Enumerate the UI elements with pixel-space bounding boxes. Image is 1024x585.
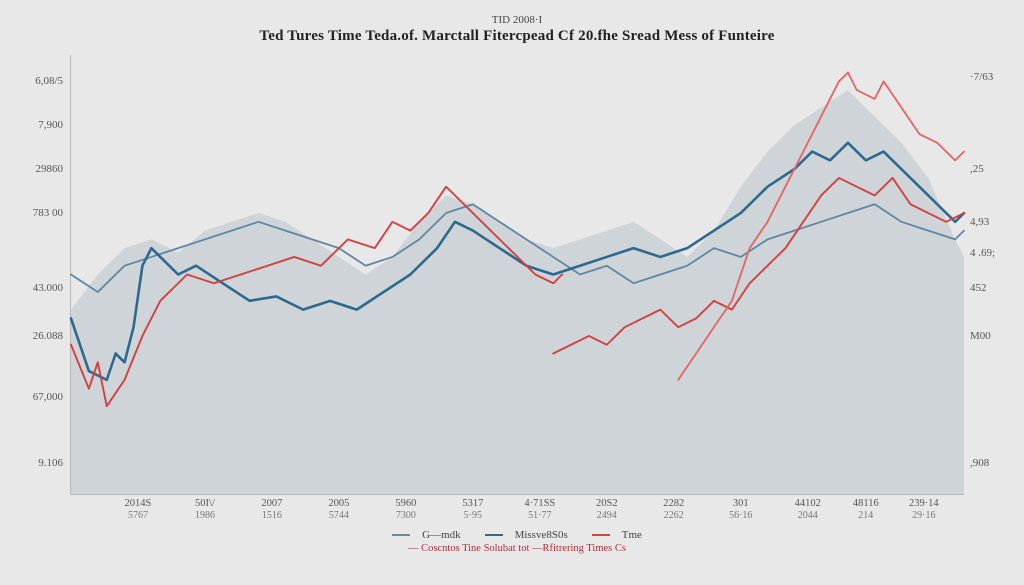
x-tick-top: 2005 [328, 498, 349, 509]
x-tick-top: 301 [733, 498, 749, 509]
legend-swatch [592, 534, 610, 536]
y-left-tick: 7,900 [9, 119, 63, 131]
plot-svg [71, 55, 964, 494]
legend-label: Tme [622, 529, 642, 541]
x-tick-top: 2282 [663, 498, 684, 509]
x-tick-top: 4·71SS [524, 498, 555, 509]
y-left-tick: 29860 [9, 163, 63, 175]
x-tick: 20S22494 [582, 494, 632, 522]
legend-swatch [485, 534, 503, 536]
x-tick: 4·71SS51·77 [515, 494, 565, 522]
x-tick: 48116214 [841, 494, 891, 522]
x-tick-top: 44102 [795, 498, 821, 509]
x-tick-top: 48116 [853, 498, 879, 509]
legend-item: G—mdk [386, 529, 467, 541]
y-left-tick: 6,08/5 [9, 75, 63, 87]
legend-row1: G—mdk Missve8S0s Tme [70, 529, 964, 541]
x-tick-sub: 2044 [783, 510, 833, 522]
x-tick-sub: 5·95 [448, 510, 498, 522]
x-tick-sub: 7300 [381, 510, 431, 522]
y-right-tick: 4,93 [970, 216, 1018, 228]
y-left-tick: 43.000 [9, 282, 63, 294]
legend: G—mdk Missve8S0s Tme — Coscntos Tine Solub… [70, 529, 964, 554]
x-tick: 53175·95 [448, 494, 498, 522]
chart-container: TID 2008·I Ted Tures Time Teda.of. Marct… [0, 0, 1024, 585]
x-tick-top: 239·14 [909, 498, 939, 509]
y-left-tick: 26.088 [9, 330, 63, 342]
y-right-tick: ,908 [970, 457, 1018, 469]
x-tick-sub: 5744 [314, 510, 364, 522]
x-tick-top: 20S2 [596, 498, 618, 509]
x-tick-sub: 1516 [247, 510, 297, 522]
x-tick: 50I\/1986 [180, 494, 230, 522]
x-tick-top: 50I\/ [195, 498, 215, 509]
x-tick: 59607300 [381, 494, 431, 522]
x-tick-sub: 1986 [180, 510, 230, 522]
y-left-tick: 67,000 [9, 391, 63, 403]
x-tick-top: 2007 [261, 498, 282, 509]
x-tick: 441022044 [783, 494, 833, 522]
y-right-tick: ,25 [970, 163, 1018, 175]
legend-item: Tme [586, 529, 648, 541]
chart-title: Ted Tures Time Teda.of. Marctall Fitercp… [70, 28, 964, 45]
plot-area: 6,08/57,90029860783 0043.00026.08867,000… [70, 55, 964, 495]
y-left-tick: 783 00 [9, 207, 63, 219]
legend-row2: — Coscntos Tine Solubat tot —Rfitrering … [70, 543, 964, 554]
y-right-tick: M00 [970, 330, 1018, 342]
x-tick-sub: 56·16 [716, 510, 766, 522]
x-tick: 20071516 [247, 494, 297, 522]
x-tick-top: 2014S [125, 498, 152, 509]
x-tick-top: 5960 [395, 498, 416, 509]
area-fill [71, 90, 964, 494]
x-tick-top: 5317 [462, 498, 483, 509]
legend-item: Missve8S0s [479, 529, 574, 541]
x-tick-sub: 29·16 [899, 510, 949, 522]
x-tick: 22822262 [649, 494, 699, 522]
legend-label: Missve8S0s [515, 529, 568, 541]
legend-label: G—mdk [422, 529, 461, 541]
y-right-tick: ·7/63 [970, 71, 1018, 83]
chart-super-title: TID 2008·I [70, 14, 964, 26]
x-tick: 30156·16 [716, 494, 766, 522]
x-tick-sub: 2494 [582, 510, 632, 522]
x-tick-sub: 51·77 [515, 510, 565, 522]
y-left-tick: 9.106 [9, 457, 63, 469]
x-tick: 239·1429·16 [899, 494, 949, 522]
y-right-tick: 4 .69; [970, 247, 1018, 259]
x-tick: 20055744 [314, 494, 364, 522]
legend-swatch [392, 534, 410, 536]
x-tick: 2014S5767 [113, 494, 163, 522]
y-right-tick: 452 [970, 282, 1018, 294]
x-tick-sub: 5767 [113, 510, 163, 522]
x-tick-sub: 214 [841, 510, 891, 522]
x-tick-sub: 2262 [649, 510, 699, 522]
